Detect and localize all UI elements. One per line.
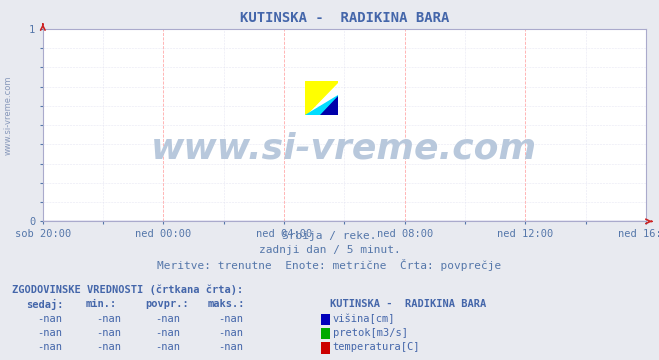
Text: -nan: -nan <box>156 342 181 352</box>
Text: ZGODOVINSKE VREDNOSTI (črtkana črta):: ZGODOVINSKE VREDNOSTI (črtkana črta): <box>12 284 243 295</box>
Text: višina[cm]: višina[cm] <box>333 314 395 324</box>
Text: KUTINSKA -  RADIKINA BARA: KUTINSKA - RADIKINA BARA <box>330 299 486 309</box>
Title: KUTINSKA -  RADIKINA BARA: KUTINSKA - RADIKINA BARA <box>240 11 449 25</box>
Text: min.:: min.: <box>86 299 117 309</box>
Text: -nan: -nan <box>37 328 62 338</box>
Text: -nan: -nan <box>37 314 62 324</box>
Polygon shape <box>320 96 338 116</box>
Text: -nan: -nan <box>96 342 121 352</box>
Text: -nan: -nan <box>37 342 62 352</box>
Text: Meritve: trenutne  Enote: metrične  Črta: povprečje: Meritve: trenutne Enote: metrične Črta: … <box>158 258 501 271</box>
Text: www.si-vreme.com: www.si-vreme.com <box>152 131 537 165</box>
Text: povpr.:: povpr.: <box>145 299 188 309</box>
Polygon shape <box>305 95 338 116</box>
Text: zadnji dan / 5 minut.: zadnji dan / 5 minut. <box>258 245 401 255</box>
Text: www.si-vreme.com: www.si-vreme.com <box>3 76 13 155</box>
Text: temperatura[C]: temperatura[C] <box>333 342 420 352</box>
Text: -nan: -nan <box>96 328 121 338</box>
Text: -nan: -nan <box>156 314 181 324</box>
Text: pretok[m3/s]: pretok[m3/s] <box>333 328 408 338</box>
Text: -nan: -nan <box>218 314 243 324</box>
Text: maks.:: maks.: <box>208 299 245 309</box>
Polygon shape <box>305 81 338 116</box>
Text: -nan: -nan <box>96 314 121 324</box>
Text: -nan: -nan <box>218 328 243 338</box>
Text: -nan: -nan <box>156 328 181 338</box>
Text: -nan: -nan <box>218 342 243 352</box>
Text: sedaj:: sedaj: <box>26 299 64 310</box>
Text: Srbija / reke.: Srbija / reke. <box>282 231 377 241</box>
